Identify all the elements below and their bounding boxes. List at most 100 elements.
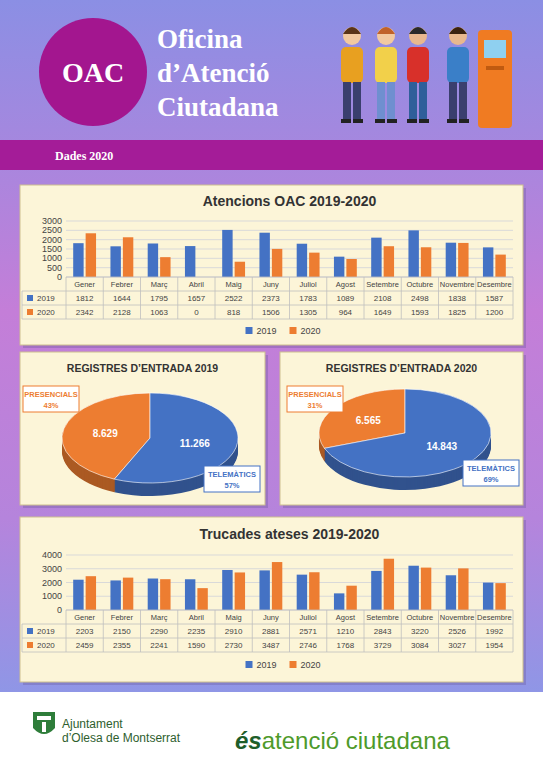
x-tick-label: Setembre: [366, 613, 399, 622]
bar: [408, 566, 418, 610]
table-value: 2746: [299, 641, 317, 650]
shield-detail: [37, 716, 51, 720]
table-value: 1644: [113, 294, 131, 303]
kiosk: [478, 30, 512, 128]
table-row-label: 2019: [37, 294, 55, 303]
table-value: 2355: [113, 641, 131, 650]
table-line: [364, 610, 365, 652]
bar: [458, 243, 468, 277]
legend-key: [290, 661, 297, 668]
table-value: 2730: [225, 641, 243, 650]
table-value: 0: [194, 308, 199, 317]
person-head: [377, 27, 395, 45]
percent-label: 69%: [483, 475, 498, 484]
x-tick-label: Maig: [225, 613, 241, 622]
table-value: 1812: [76, 294, 94, 303]
background: [0, 0, 543, 692]
table-line: [513, 610, 514, 652]
subtitle-band: [0, 140, 543, 170]
bar: [384, 559, 394, 610]
table-value: 1200: [485, 308, 503, 317]
bar: [160, 579, 170, 610]
person-shoe: [407, 119, 417, 123]
person-leg: [387, 82, 395, 120]
table-line: [401, 277, 402, 319]
table-value: 2910: [225, 627, 243, 636]
table-line: [513, 277, 514, 319]
bar: [235, 572, 245, 610]
chart-title: REGISTRES D’ENTRADA 2020: [326, 362, 477, 374]
bar: [235, 262, 245, 277]
table-value: 2290: [150, 627, 168, 636]
chart-title: REGISTRES D’ENTRADA 2019: [67, 362, 218, 374]
bar: [222, 230, 232, 277]
person-body: [375, 47, 397, 83]
bar: [297, 244, 307, 277]
bar: [483, 247, 493, 277]
table-value: 818: [227, 308, 241, 317]
bar: [110, 580, 120, 610]
x-tick-label: Juliol: [300, 613, 317, 622]
table-line: [252, 610, 253, 652]
grid-line: [66, 221, 513, 222]
table-value: 3084: [411, 641, 429, 650]
person-head: [343, 27, 361, 45]
person-body: [341, 47, 363, 83]
bar: [483, 583, 493, 610]
header-title: Ciutadana: [157, 92, 279, 122]
bar: [73, 580, 83, 610]
table-value: 3027: [448, 641, 466, 650]
bar: [197, 588, 207, 610]
legend-key: [246, 327, 253, 334]
person-leg: [353, 82, 361, 120]
table-line: [66, 277, 67, 319]
table-row-label: 2019: [37, 627, 55, 636]
category-label-box: [204, 466, 260, 492]
person-head: [409, 27, 427, 45]
table-value: 1210: [336, 627, 354, 636]
table-line: [364, 277, 365, 319]
bar: [458, 568, 468, 610]
x-tick-label: Març: [151, 613, 168, 622]
bar: [73, 243, 83, 277]
table-line: [289, 277, 290, 319]
bar: [148, 579, 158, 610]
table-line: [140, 610, 141, 652]
category-label-box: [463, 460, 519, 486]
table-value: 2241: [150, 641, 168, 650]
bar: [495, 255, 505, 277]
person-shoe: [353, 119, 363, 123]
person-shoe: [341, 119, 351, 123]
person-shoe: [375, 119, 385, 123]
bar: [384, 246, 394, 277]
bar: [86, 576, 96, 610]
table-value: 2203: [76, 627, 94, 636]
table-key: [27, 309, 33, 315]
panel: [280, 352, 523, 505]
chart-title: Atencions OAC 2019-2020: [203, 193, 377, 209]
x-tick-label: Novembre: [440, 280, 475, 289]
grid-line: [66, 568, 513, 569]
person-leg: [377, 82, 385, 120]
table-line: [22, 652, 513, 653]
x-tick-label: Gener: [74, 613, 95, 622]
percent-label: 31%: [307, 401, 322, 410]
shield: [33, 712, 55, 734]
person-head: [449, 27, 467, 45]
y-tick-label: 0: [57, 272, 62, 282]
grid-line: [66, 230, 513, 231]
bar: [148, 243, 158, 277]
table-line: [177, 610, 178, 652]
table-value: 2235: [187, 627, 205, 636]
table-value: 1783: [299, 294, 317, 303]
table-value: 2459: [76, 641, 94, 650]
person-hair: [449, 27, 467, 34]
table-line: [22, 624, 23, 652]
person-hair: [409, 27, 427, 34]
table-line: [22, 319, 513, 320]
bar: [346, 259, 356, 277]
x-tick-label: Febrer: [111, 280, 134, 289]
table-value: 1795: [150, 294, 168, 303]
table-value: 3729: [374, 641, 392, 650]
bar: [309, 572, 319, 610]
